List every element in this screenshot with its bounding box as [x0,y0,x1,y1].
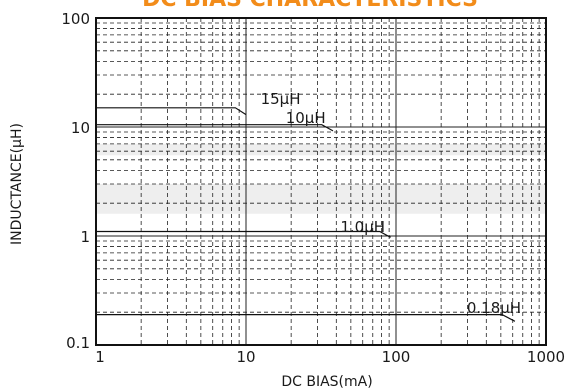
series-line [96,314,516,322]
shaded-bands [96,143,546,214]
x-tick-label: 1 [95,348,105,366]
series-label: 0.18μH [467,299,521,317]
y-tick-label: 1 [80,228,90,246]
series-line [96,124,334,132]
series-lines [96,107,516,322]
series-label: 10μH [286,109,326,127]
y-axis-label: INDUCTANCE(μH) [9,123,25,245]
x-tick-label: 100 [382,348,411,366]
y-tick-label: 10 [71,119,90,137]
plot-frame [95,17,547,346]
shaded-band-1 [96,183,546,214]
grid-lines [96,18,546,345]
series-line [96,230,391,238]
chart-title: DC BIAS CHARACTERISTICS [142,0,478,12]
x-tick-label: 10 [236,348,255,366]
y-tick-label: 0.1 [66,334,90,352]
series-label: 1.0μH [340,218,385,236]
series-line [96,107,247,116]
y-tick-label: 100 [61,10,90,28]
shaded-band-2 [96,143,546,156]
tick-labels: 1 10 100 1000 0.1 1 10 100 [61,10,565,366]
x-axis-label: DC BIAS(mA) [281,374,372,390]
x-tick-label: 1000 [527,348,565,366]
series-label: 15μH [261,90,301,108]
